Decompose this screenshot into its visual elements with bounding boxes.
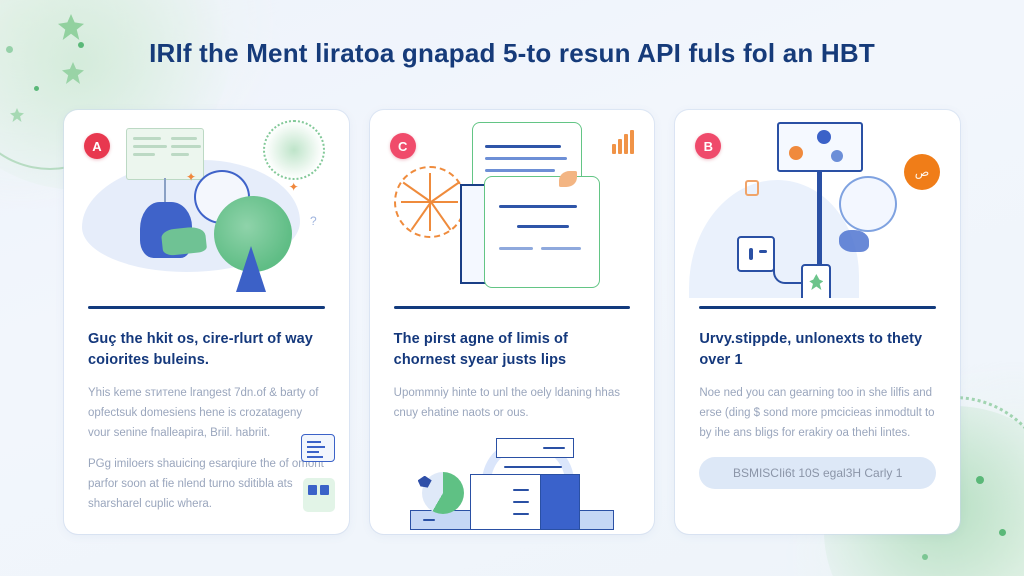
feature-card-c[interactable]: C bbox=[369, 110, 655, 534]
card-paragraph: PGg imiloers shauicing esarqiure the of … bbox=[88, 458, 324, 510]
card-divider bbox=[393, 306, 631, 309]
splat-shape bbox=[417, 475, 432, 488]
small-square-outline-icon bbox=[745, 180, 760, 196]
decorative-dot bbox=[922, 554, 928, 560]
card-paragraph: Upommniy hinte to unl the oely ldaning h… bbox=[393, 387, 620, 419]
page-title: IRIf the Ment liratoa gnapad 5-to resun … bbox=[149, 38, 875, 68]
server-pie-chart-illustration bbox=[404, 436, 621, 532]
card-body-c: The pirst agne of limis of chornest syea… bbox=[370, 309, 655, 534]
decorative-dot bbox=[34, 86, 39, 91]
document-card-front bbox=[483, 171, 600, 288]
top-bar-panel bbox=[495, 437, 574, 458]
sparkle-icon: ? bbox=[309, 214, 317, 228]
card-row: A ✦ ✦ ? Guç the hkit os, cire bbox=[64, 110, 961, 534]
card-divider bbox=[88, 306, 325, 309]
feature-card-a[interactable]: A ✦ ✦ ? Guç the hkit os, cire bbox=[64, 110, 349, 534]
orange-circle-icon: ص bbox=[904, 154, 941, 190]
sparkle-icon: ✦ bbox=[186, 170, 197, 184]
green-tile-icon bbox=[302, 478, 335, 512]
card-illustration-a: ✦ ✦ ? bbox=[78, 118, 335, 298]
card-divider bbox=[699, 306, 937, 309]
screen-panel-icon bbox=[777, 122, 864, 172]
card-body-a: Guç the hkit os, cire-rlurt of way coior… bbox=[64, 309, 349, 534]
leaf-icon bbox=[58, 14, 84, 40]
ring-outline-icon bbox=[839, 176, 898, 232]
bar-chart-icon bbox=[612, 130, 635, 154]
card-paragraph: Noe ned you can gearning too in she lilf… bbox=[699, 387, 935, 439]
green-burst-icon bbox=[262, 120, 325, 180]
feature-card-b[interactable]: B ص Urvy.stippde, unlonexts to thety ove… bbox=[675, 110, 961, 534]
blue-panel bbox=[539, 473, 580, 530]
white-panel bbox=[469, 473, 542, 530]
cloud-shape bbox=[839, 230, 870, 252]
card-paragraph: Yhis keme sтитene lrangest 7dn.of & bart… bbox=[88, 387, 319, 439]
compass-icon bbox=[393, 166, 466, 238]
document-form-icon bbox=[300, 434, 335, 462]
device-box-icon bbox=[737, 236, 776, 272]
card-badge-c: C bbox=[389, 133, 416, 159]
card-illustration-c bbox=[384, 118, 641, 298]
card-heading: Urvy.stippde, unlonexts to thety over 1 bbox=[699, 331, 923, 369]
card-badge-b: B bbox=[695, 133, 722, 159]
leaf-icon bbox=[10, 108, 24, 122]
decorative-dot bbox=[999, 529, 1006, 536]
whiteboard-icon bbox=[126, 128, 204, 180]
card-heading: Guç the hkit os, cire-rlurt of way coior… bbox=[88, 331, 313, 369]
sparkle-icon: ✦ bbox=[288, 180, 299, 194]
card-badge-a: A bbox=[84, 133, 110, 159]
card-heading: The pirst agne of limis of chornest syea… bbox=[393, 331, 568, 369]
decorative-dot bbox=[976, 476, 984, 484]
card-pill-button[interactable]: BSMISCIi6t 10S egal3H Carly 1 bbox=[699, 457, 937, 490]
green-shape bbox=[160, 225, 208, 257]
card-body-b: Urvy.stippde, unlonexts to thety over 1 … bbox=[675, 309, 960, 534]
card-illustration-b: ص bbox=[689, 118, 946, 298]
